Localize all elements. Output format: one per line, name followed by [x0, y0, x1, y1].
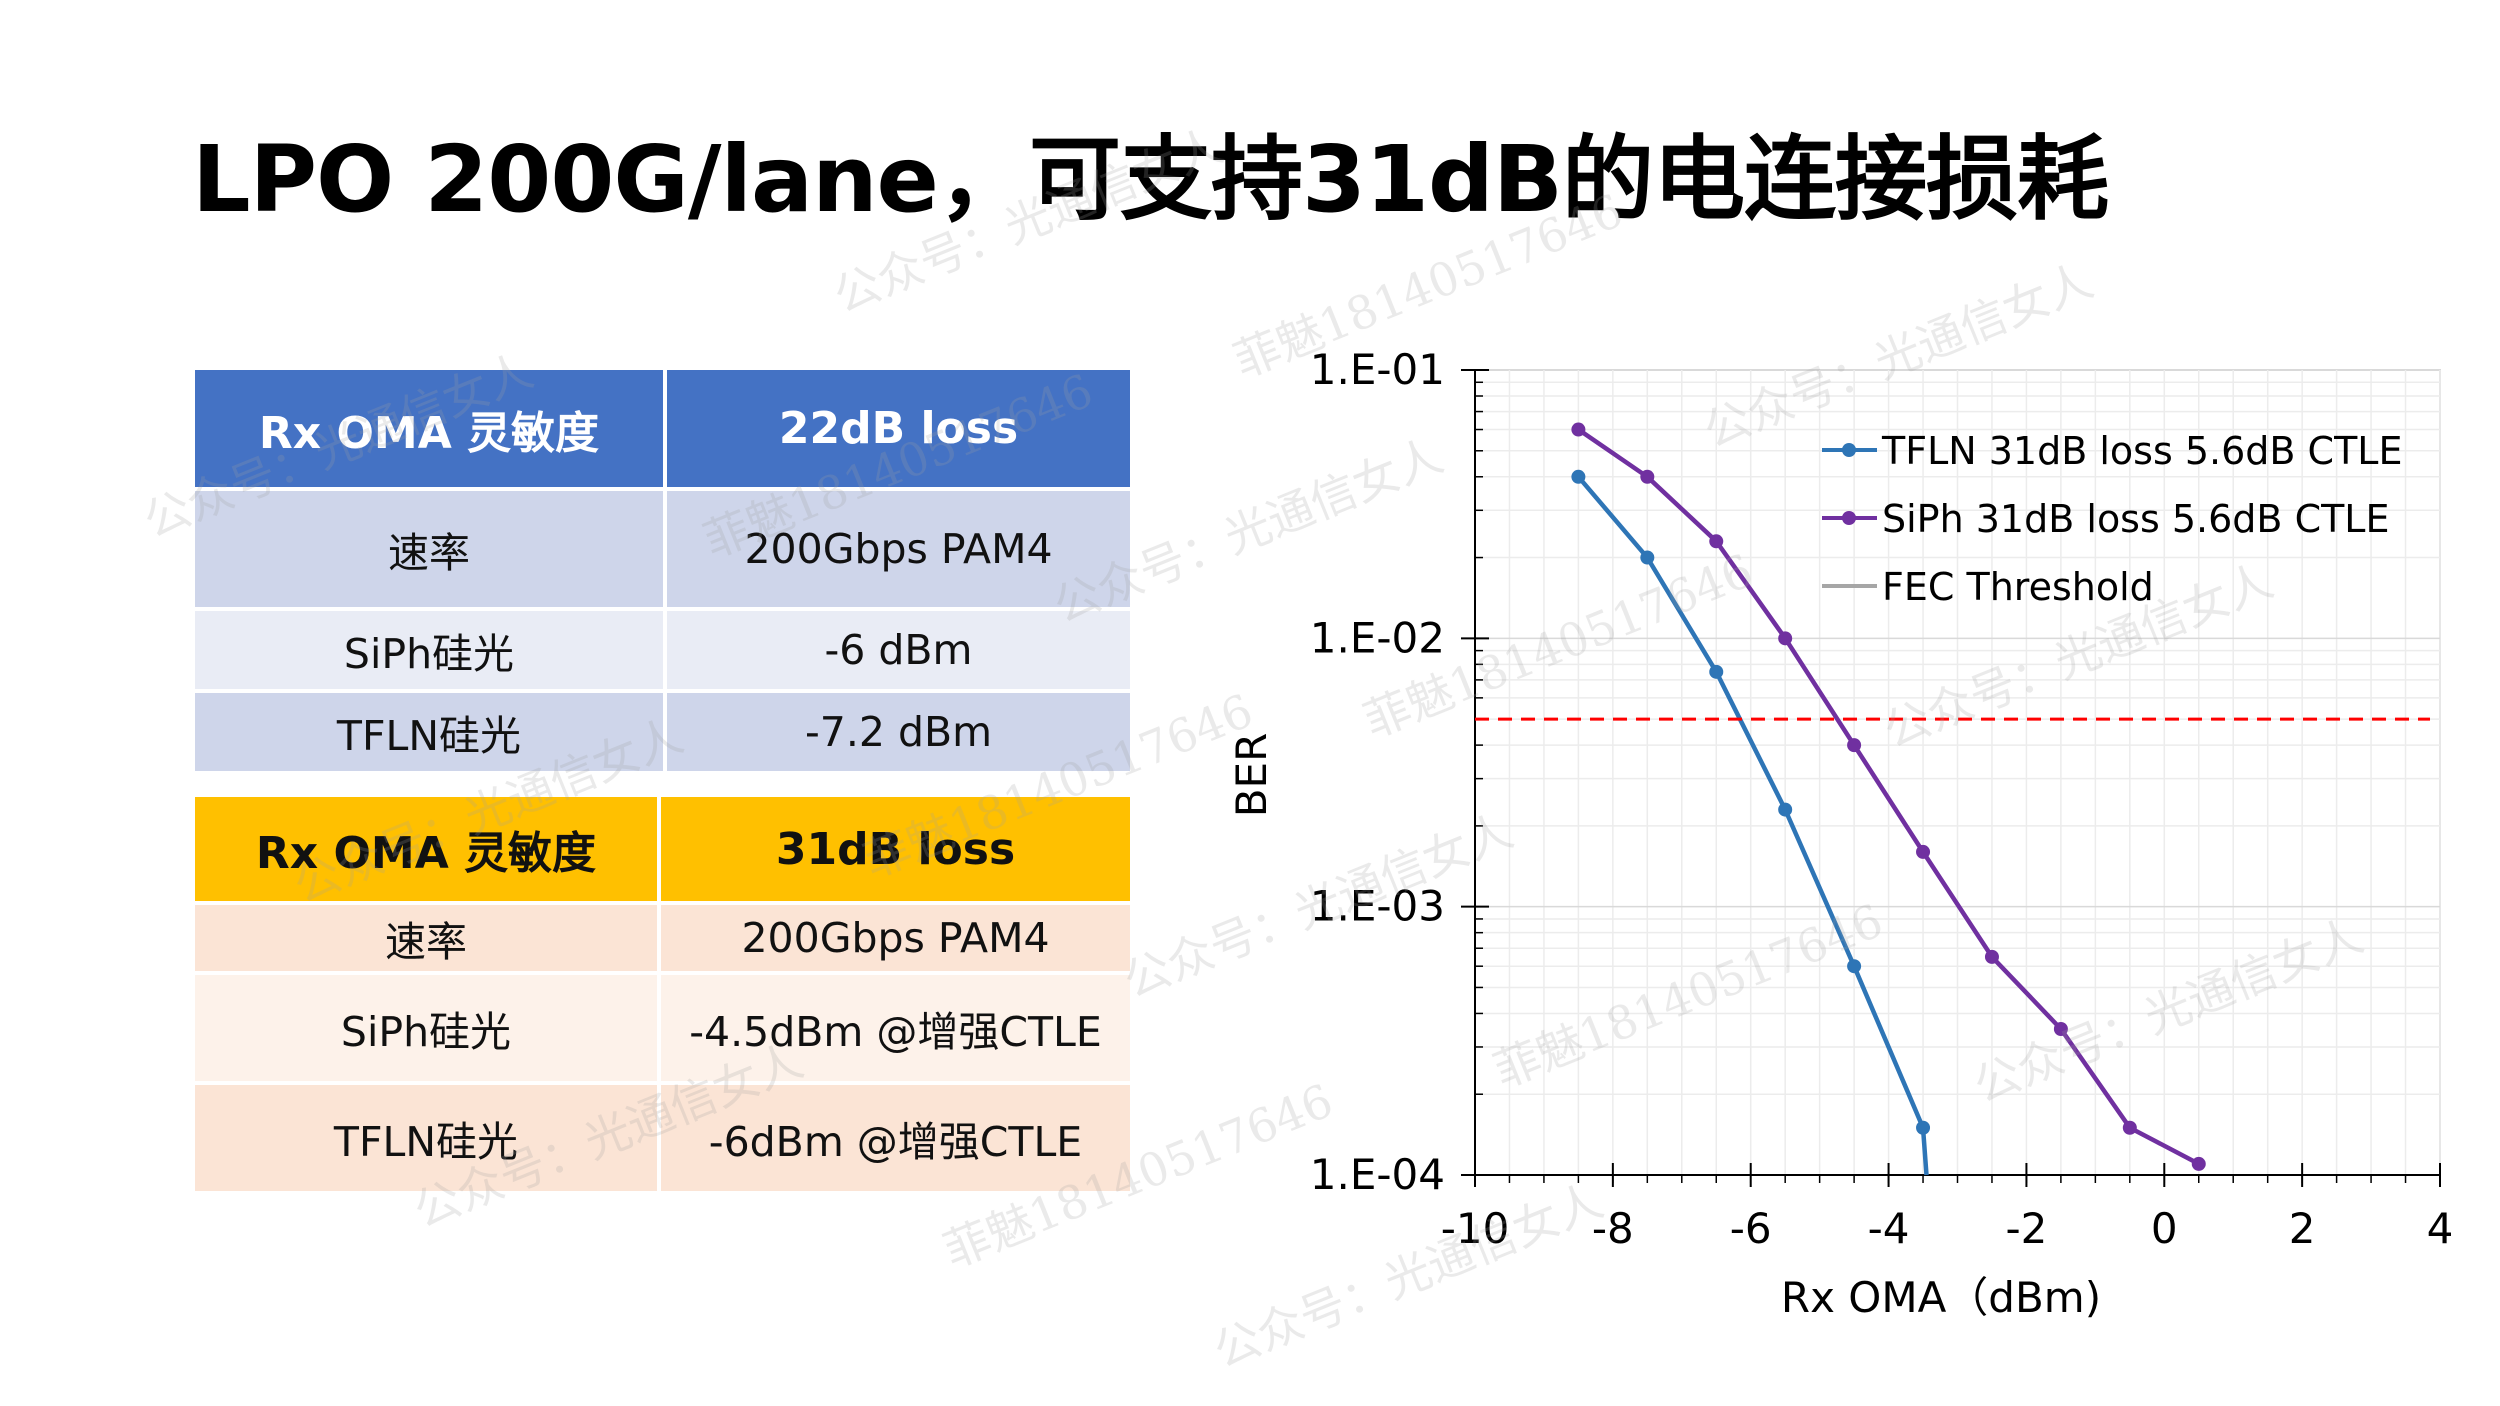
chart-series: [1475, 422, 2430, 1176]
x-tick-label: -8: [1592, 1204, 1634, 1253]
data-point: [1571, 469, 1586, 484]
legend-label: TFLN 31dB loss 5.6dB CTLE: [1881, 429, 2402, 473]
y-tick-label: 1.E-03: [1310, 882, 1445, 931]
table-row: SiPh硅光 -6 dBm: [195, 607, 1130, 691]
data-point: [1778, 802, 1793, 817]
header-cell: Rx OMA 灵敏度: [195, 797, 659, 903]
x-tick-label: 4: [2427, 1204, 2454, 1253]
x-tick-label: -10: [1441, 1204, 1510, 1253]
data-point: [2191, 1156, 2206, 1171]
header-cell: 31dB loss: [657, 797, 1130, 903]
legend-label: FEC Threshold: [1882, 565, 2154, 609]
data-point: [1709, 534, 1724, 549]
table-cell: 200Gbps PAM4: [663, 487, 1130, 609]
table-header-row: Rx OMA 灵敏度 22dB loss: [195, 370, 1130, 489]
table-row: SiPh硅光 -4.5dBm @增强CTLE: [195, 971, 1130, 1083]
table-cell: SiPh硅光: [195, 971, 659, 1083]
header-cell: Rx OMA 灵敏度: [195, 370, 665, 489]
data-point: [1571, 422, 1586, 437]
data-point: [2053, 1022, 2068, 1037]
data-point: [1778, 631, 1793, 646]
data-point: [1847, 738, 1862, 753]
data-point: [1984, 949, 1999, 964]
x-tick-label: -2: [2005, 1204, 2047, 1253]
table-row: 速率 200Gbps PAM4: [195, 901, 1130, 973]
table-cell: -6 dBm: [663, 607, 1130, 691]
table-row: TFLN硅光 -7.2 dBm: [195, 689, 1130, 771]
table-cell: 200Gbps PAM4: [657, 901, 1130, 973]
table-row: TFLN硅光 -6dBm @增强CTLE: [195, 1081, 1130, 1191]
legend-marker: [1842, 443, 1856, 457]
page-title: LPO 200G/lane，可支持31dB的电连接损耗: [192, 126, 2109, 233]
table-cell: -7.2 dBm: [663, 689, 1130, 771]
sensitivity-table-22db: Rx OMA 灵敏度 22dB loss 速率 200Gbps PAM4 SiP…: [195, 370, 1130, 771]
series-line: [1577, 427, 2200, 1166]
data-point: [1847, 959, 1862, 974]
table-header-row: Rx OMA 灵敏度 31dB loss: [195, 797, 1130, 903]
table-cell: -4.5dBm @增强CTLE: [657, 971, 1130, 1083]
table-cell: TFLN硅光: [195, 1081, 659, 1191]
data-point: [1916, 844, 1931, 859]
x-tick-label: -4: [1868, 1204, 1910, 1253]
table-cell: -6dBm @增强CTLE: [657, 1081, 1130, 1191]
data-point: [1916, 1120, 1931, 1135]
y-axis-label: BER: [1227, 733, 1276, 818]
sensitivity-table-31db: Rx OMA 灵敏度 31dB loss 速率 200Gbps PAM4 SiP…: [195, 797, 1130, 1191]
data-point: [1709, 664, 1724, 679]
data-point: [1640, 469, 1655, 484]
legend-label: SiPh 31dB loss 5.6dB CTLE: [1882, 497, 2390, 541]
header-cell: 22dB loss: [663, 370, 1130, 489]
table-cell: 速率: [195, 487, 665, 609]
y-tick-label: 1.E-01: [1310, 345, 1445, 394]
y-tick-label: 1.E-04: [1310, 1150, 1445, 1199]
chart-grid: [1474, 369, 2441, 1176]
x-tick-label: -6: [1730, 1204, 1772, 1253]
x-tick-label: 2: [2289, 1204, 2316, 1253]
x-tick-label: 0: [2151, 1204, 2178, 1253]
table-cell: SiPh硅光: [195, 607, 665, 691]
table-row: 速率 200Gbps PAM4: [195, 487, 1130, 609]
table-cell: 速率: [195, 901, 659, 973]
data-point: [1640, 550, 1655, 565]
x-axis-label: Rx OMA（dBm): [1781, 1273, 2101, 1322]
table-cell: TFLN硅光: [195, 689, 665, 771]
chart-axes: -10 -8 -6 -4 -2 0 2 4 1.E-01 1.E-02 1.E-03 1.E-04: [1310, 345, 2454, 1253]
y-tick-label: 1.E-02: [1310, 613, 1445, 662]
chart-legend: TFLN 31dB loss 5.6dB CTLE SiPh 31dB loss …: [1822, 429, 2402, 609]
legend-marker: [1842, 511, 1856, 525]
data-point: [2122, 1120, 2137, 1135]
